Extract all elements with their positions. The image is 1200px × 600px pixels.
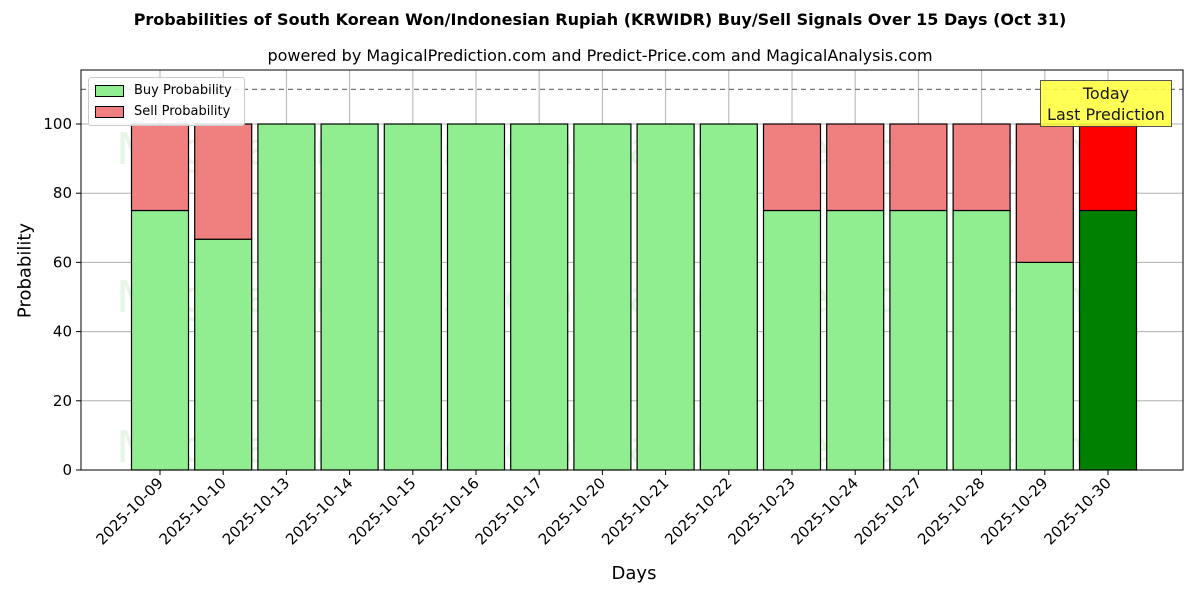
x-tick-label: 2025-10-21 bbox=[598, 474, 672, 548]
buy-bar bbox=[952, 209, 1011, 471]
buy-bar bbox=[826, 209, 885, 471]
annotation-line2: Last Prediction bbox=[1047, 105, 1165, 124]
y-axis-label: Probability bbox=[14, 222, 36, 319]
sell-bar bbox=[889, 123, 948, 212]
x-tick-label: 2025-10-17 bbox=[472, 474, 546, 548]
sell-bar bbox=[952, 123, 1011, 212]
legend-buy-label: Buy Probability bbox=[134, 83, 232, 98]
buy-bar bbox=[889, 209, 948, 471]
x-tick-label: 2025-10-14 bbox=[282, 474, 356, 548]
buy-bar bbox=[699, 123, 758, 471]
y-tick-label: 100 bbox=[43, 115, 72, 133]
x-tick-label: 2025-10-27 bbox=[851, 474, 925, 548]
legend: Buy Probability Sell Probability bbox=[88, 77, 245, 126]
x-axis-label: Days bbox=[611, 563, 657, 584]
buy-bar bbox=[1078, 209, 1138, 471]
y-tick-label: 40 bbox=[53, 323, 72, 341]
buy-bar bbox=[1015, 261, 1074, 471]
today-annotation: Today Last Prediction bbox=[1040, 80, 1172, 127]
buy-bar bbox=[446, 123, 506, 471]
x-tick-label: 2025-10-10 bbox=[156, 474, 230, 548]
x-tick-label: 2025-10-24 bbox=[788, 474, 862, 548]
sell-bar bbox=[762, 123, 822, 212]
buy-bar bbox=[510, 123, 569, 471]
x-tick-label: 2025-10-16 bbox=[408, 474, 482, 548]
sell-bar bbox=[1015, 123, 1074, 263]
buy-bar bbox=[573, 123, 632, 471]
sell-swatch-icon bbox=[95, 105, 124, 118]
chart-title: Probabilities of South Korean Won/Indone… bbox=[133, 10, 1067, 29]
y-tick-label: 60 bbox=[53, 253, 72, 271]
buy-bar bbox=[257, 123, 316, 471]
legend-sell-label: Sell Probability bbox=[134, 104, 231, 119]
sell-bar bbox=[826, 123, 885, 212]
buy-bar bbox=[130, 209, 190, 471]
x-tick-label: 2025-10-29 bbox=[977, 474, 1051, 548]
chart-subtitle: powered by MagicalPrediction.com and Pre… bbox=[267, 46, 933, 65]
sell-bar bbox=[130, 123, 190, 212]
buy-bar bbox=[194, 238, 253, 471]
x-tick-label: 2025-10-28 bbox=[914, 474, 988, 548]
y-tick-label: 80 bbox=[53, 184, 72, 202]
legend-item-buy: Buy Probability bbox=[95, 83, 232, 98]
sell-bar bbox=[194, 123, 253, 240]
legend-item-sell: Sell Probability bbox=[95, 104, 230, 119]
x-tick-label: 2025-10-13 bbox=[219, 474, 293, 548]
buy-bar bbox=[383, 123, 442, 471]
annotation-line1: Today bbox=[1082, 84, 1130, 103]
x-tick-label: 2025-10-30 bbox=[1040, 474, 1114, 548]
plot-frame bbox=[80, 69, 1184, 471]
sell-bar bbox=[1078, 123, 1138, 212]
x-tick-label: 2025-10-20 bbox=[535, 474, 609, 548]
x-tick-label: 2025-10-15 bbox=[345, 474, 419, 548]
y-tick-label: 0 bbox=[62, 461, 72, 479]
buy-bar bbox=[636, 123, 695, 471]
buy-bar bbox=[320, 123, 379, 471]
x-tick-label: 2025-10-23 bbox=[724, 474, 798, 548]
x-tick-label: 2025-10-09 bbox=[92, 474, 166, 548]
buy-bar bbox=[762, 209, 822, 471]
x-tick-label: 2025-10-22 bbox=[661, 474, 735, 548]
buy-swatch-icon bbox=[95, 84, 124, 97]
y-tick-label: 20 bbox=[53, 392, 72, 410]
